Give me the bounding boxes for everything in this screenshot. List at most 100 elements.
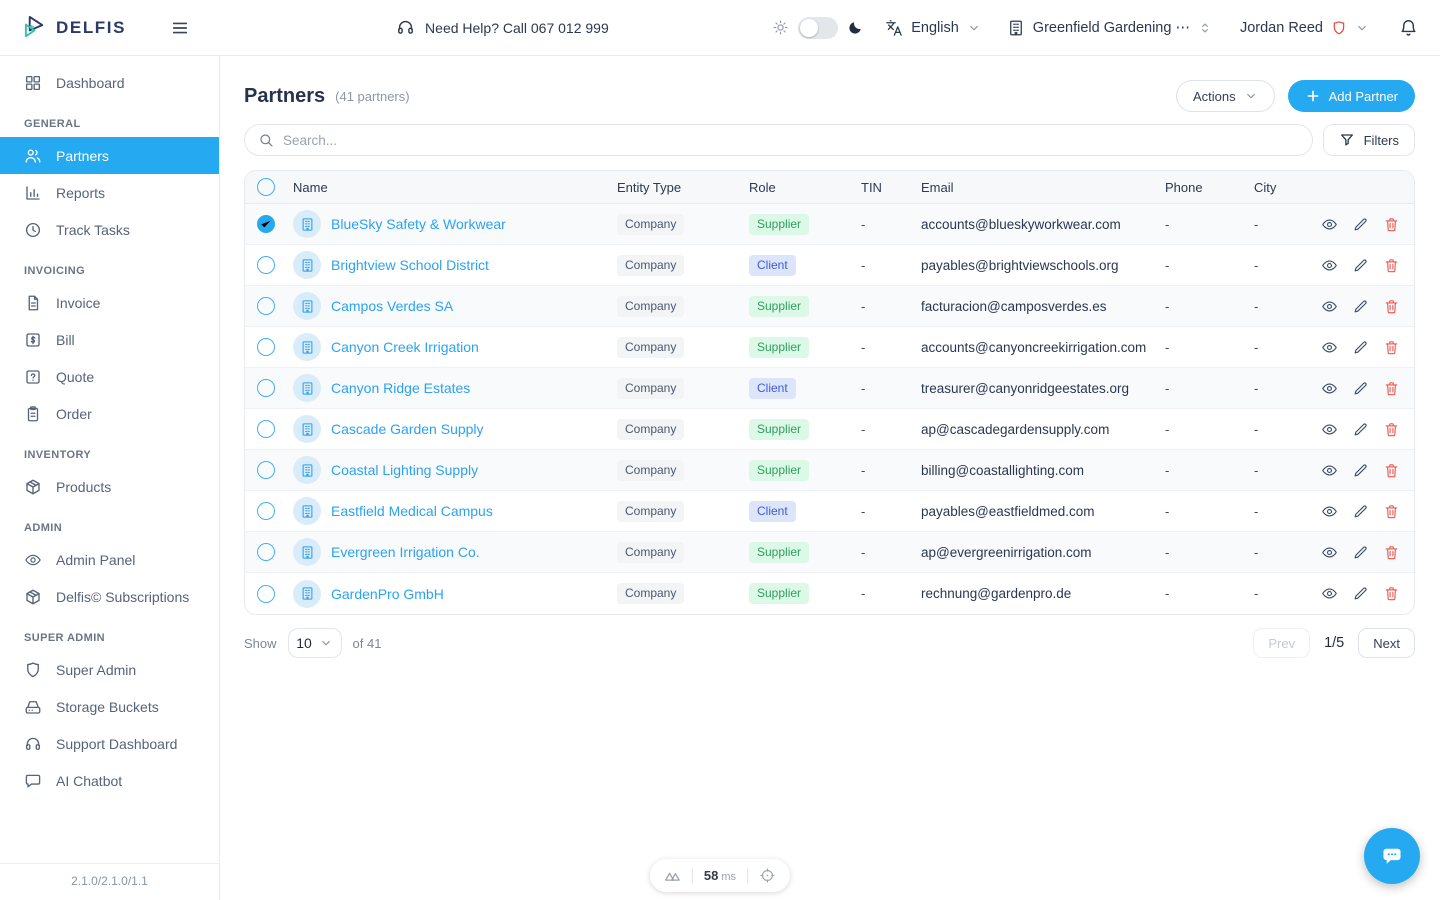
dollar-square-icon [24, 331, 42, 349]
column-header-email: Email [921, 179, 954, 195]
add-partner-button[interactable]: Add Partner [1287, 80, 1415, 112]
row-checkbox[interactable] [257, 420, 275, 438]
view-button[interactable] [1321, 257, 1338, 274]
dev-toolbar: 58 ms [649, 859, 791, 892]
delete-button[interactable] [1383, 503, 1400, 520]
sidebar-section-label: ADMIN [24, 522, 63, 534]
partner-name-link[interactable]: GardenPro GmbH [331, 585, 444, 602]
sidebar-item-support-dashboard[interactable]: Support Dashboard [0, 725, 219, 762]
tin-value: - [861, 462, 866, 478]
view-button[interactable] [1321, 339, 1338, 356]
row-checkbox[interactable] [257, 543, 275, 561]
sidebar-item-partners[interactable]: Partners [0, 137, 219, 174]
view-button[interactable] [1321, 298, 1338, 315]
partner-name-link[interactable]: Brightview School District [331, 257, 489, 273]
edit-button[interactable] [1352, 421, 1369, 438]
edit-button[interactable] [1352, 585, 1369, 602]
partner-name-link[interactable]: Eastfield Medical Campus [331, 503, 493, 519]
view-button[interactable] [1321, 380, 1338, 397]
chat-widget-button[interactable] [1364, 828, 1420, 884]
partner-name-link[interactable]: Canyon Creek Irrigation [331, 339, 479, 355]
partner-name-link[interactable]: Evergreen Irrigation Co. [331, 544, 480, 560]
sidebar-item-track-tasks[interactable]: Track Tasks [0, 211, 219, 248]
sidebar-item-label: Track Tasks [56, 221, 130, 238]
search-input[interactable] [283, 132, 1299, 148]
building-icon [300, 504, 315, 519]
company-name: Greenfield Gardening ⋯ [1032, 19, 1190, 36]
entity-type-badge: Company [617, 459, 685, 481]
sidebar-item-storage-buckets[interactable]: Storage Buckets [0, 688, 219, 725]
delete-button[interactable] [1383, 462, 1400, 479]
sidebar-item-admin-panel[interactable]: Admin Panel [0, 541, 219, 578]
partner-name-link[interactable]: BlueSky Safety & Workwear [331, 216, 506, 232]
select-all-checkbox[interactable] [257, 178, 275, 196]
sidebar-item-dashboard[interactable]: Dashboard [0, 64, 219, 101]
company-selector[interactable]: Greenfield Gardening ⋯ [1007, 19, 1212, 37]
edit-button[interactable] [1352, 544, 1369, 561]
sidebar-item-label: Products [56, 478, 112, 495]
mountains-icon[interactable] [664, 867, 681, 884]
row-checkbox[interactable] [257, 502, 275, 520]
crosshair-icon[interactable] [759, 867, 776, 884]
delete-button[interactable] [1383, 421, 1400, 438]
delete-button[interactable] [1383, 585, 1400, 602]
partner-name-link[interactable]: Campos Verdes SA [331, 298, 454, 314]
sidebar-item-order[interactable]: Order [0, 395, 219, 432]
view-button[interactable] [1321, 585, 1338, 602]
edit-button[interactable] [1352, 339, 1369, 356]
sidebar-item-bill[interactable]: Bill [0, 321, 219, 358]
sidebar-item-super-admin[interactable]: Super Admin [0, 651, 219, 688]
partner-name-link[interactable]: Canyon Ridge Estates [331, 380, 471, 396]
row-checkbox[interactable] [257, 256, 275, 274]
email-value: payables@brightviewschools.org [921, 257, 1119, 273]
view-button[interactable] [1321, 544, 1338, 561]
dashboard-icon [24, 74, 42, 92]
row-checkbox[interactable] [257, 215, 275, 233]
next-page-button[interactable]: Next [1358, 628, 1415, 658]
view-button[interactable] [1321, 503, 1338, 520]
sidebar-item-delfis-subscriptions[interactable]: Delfis© Subscriptions [0, 578, 219, 615]
edit-button[interactable] [1352, 503, 1369, 520]
partner-name-link[interactable]: Cascade Garden Supply [331, 421, 484, 437]
prev-page-button[interactable]: Prev [1253, 628, 1311, 658]
notifications-bell-icon[interactable] [1399, 18, 1418, 37]
edit-button[interactable] [1352, 257, 1369, 274]
email-value: accounts@blueskyworkwear.com [921, 216, 1121, 232]
topbar: DELFIS Need Help? Call 067 012 999 Engli… [0, 0, 1440, 56]
delete-button[interactable] [1383, 298, 1400, 315]
sidebar-item-reports[interactable]: Reports [0, 174, 219, 211]
sidebar-item-invoice[interactable]: Invoice [0, 284, 219, 321]
edit-button[interactable] [1352, 216, 1369, 233]
app-logo[interactable]: DELFIS [22, 15, 126, 40]
edit-button[interactable] [1352, 462, 1369, 479]
delete-button[interactable] [1383, 339, 1400, 356]
row-checkbox[interactable] [257, 461, 275, 479]
partner-name-link[interactable]: Coastal Lighting Supply [331, 462, 479, 478]
filters-button[interactable]: Filters [1322, 124, 1415, 156]
chevron-down-icon [319, 636, 333, 650]
user-menu[interactable]: Jordan Reed [1240, 20, 1369, 36]
menu-toggle-button[interactable] [170, 18, 190, 38]
view-button[interactable] [1321, 216, 1338, 233]
edit-button[interactable] [1352, 380, 1369, 397]
delete-button[interactable] [1383, 257, 1400, 274]
edit-button[interactable] [1352, 298, 1369, 315]
delete-button[interactable] [1383, 380, 1400, 397]
tin-value: - [861, 544, 866, 560]
actions-button[interactable]: Actions [1175, 80, 1275, 112]
row-checkbox[interactable] [257, 297, 275, 315]
sidebar-item-quote[interactable]: Quote [0, 358, 219, 395]
row-checkbox[interactable] [257, 379, 275, 397]
language-selector[interactable]: English [885, 19, 981, 37]
avatar [293, 456, 321, 484]
delete-button[interactable] [1383, 544, 1400, 561]
view-button[interactable] [1321, 462, 1338, 479]
delete-button[interactable] [1383, 216, 1400, 233]
sidebar-item-ai-chatbot[interactable]: AI Chatbot [0, 762, 219, 799]
row-checkbox[interactable] [257, 584, 275, 603]
view-button[interactable] [1321, 421, 1338, 438]
page-size-select[interactable]: 10 [287, 628, 342, 658]
row-checkbox[interactable] [257, 338, 275, 356]
theme-toggle[interactable] [798, 16, 839, 39]
sidebar-item-products[interactable]: Products [0, 468, 219, 505]
